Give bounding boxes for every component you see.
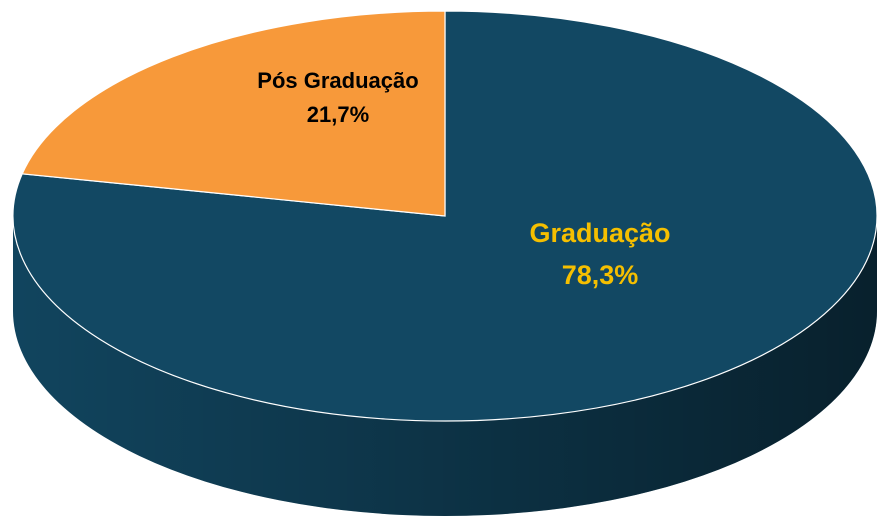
pie-slice	[12, 10, 878, 422]
slice-label: Graduação	[529, 218, 670, 248]
slice-label: Pós Graduação	[257, 68, 418, 93]
pie-slice	[21, 10, 446, 217]
pie-side-shade	[13, 216, 877, 516]
slice-value-label: 78,3%	[562, 260, 639, 290]
slice-value-label: 21,7%	[307, 102, 369, 127]
